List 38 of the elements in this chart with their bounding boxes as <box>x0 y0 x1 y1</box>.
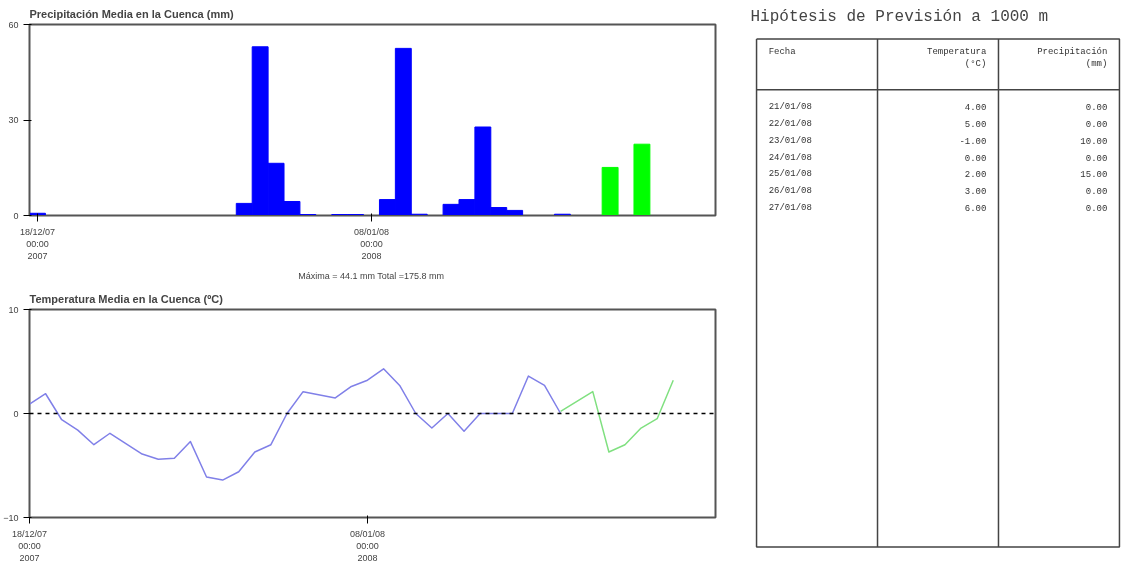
text: Hipótesis de Previsión a 1000 m <box>750 7 1049 26</box>
chart-title: Precipitación Media en la Cuenca (mm) <box>29 7 234 20</box>
data-label: 15.00 <box>1080 170 1108 181</box>
text: Temperatura (°C) <box>926 47 987 70</box>
data-label: 0.00 <box>1085 153 1108 164</box>
data-label: 4.00 <box>964 102 987 113</box>
x-tick-label: 18/12/07 00:00 2007 <box>11 528 48 563</box>
data-label: 0.00 <box>964 153 987 164</box>
category-label: 25/01/08 <box>768 169 812 180</box>
chart-title: Temperatura Media en la Cuenca (ºC) <box>29 292 224 305</box>
data-label: 6.00 <box>964 204 987 215</box>
text: Máxima = 44.1 mm Total =175.8 mm <box>298 270 445 281</box>
category-label: 26/01/08 <box>768 186 812 197</box>
data-label: 0.00 <box>1085 119 1108 130</box>
category-label: 21/01/08 <box>768 101 812 112</box>
text: Precipitación (mm) <box>1037 47 1108 70</box>
y-tick-label: 10 <box>8 304 19 315</box>
category-label: 27/01/08 <box>768 203 812 214</box>
data-label: 10.00 <box>1080 136 1108 147</box>
y-tick-label: 0 <box>13 210 19 221</box>
category-label: 23/01/08 <box>768 135 812 146</box>
y-tick-label: 0 <box>13 408 19 419</box>
category-label: 22/01/08 <box>768 118 812 129</box>
data-label: 2.00 <box>964 170 987 181</box>
x-tick-label: 18/12/07 00:00 2007 <box>19 226 55 261</box>
y-tick-label: 60 <box>8 19 19 30</box>
data-label: 0.00 <box>1085 204 1108 215</box>
data-label: 0.00 <box>1085 187 1108 198</box>
data-label: -1.00 <box>959 136 987 147</box>
data-label: 5.00 <box>964 119 987 130</box>
y-tick-label: −10 <box>3 512 19 523</box>
x-tick-label: 08/01/08 00:00 2008 <box>349 528 385 563</box>
data-label: 0.00 <box>1085 102 1108 113</box>
text: Fecha <box>768 47 797 58</box>
x-tick-label: 08/01/08 00:00 2008 <box>353 226 390 261</box>
data-label: 3.00 <box>964 187 987 198</box>
y-tick-label: 30 <box>8 115 19 125</box>
category-label: 24/01/08 <box>768 152 812 163</box>
